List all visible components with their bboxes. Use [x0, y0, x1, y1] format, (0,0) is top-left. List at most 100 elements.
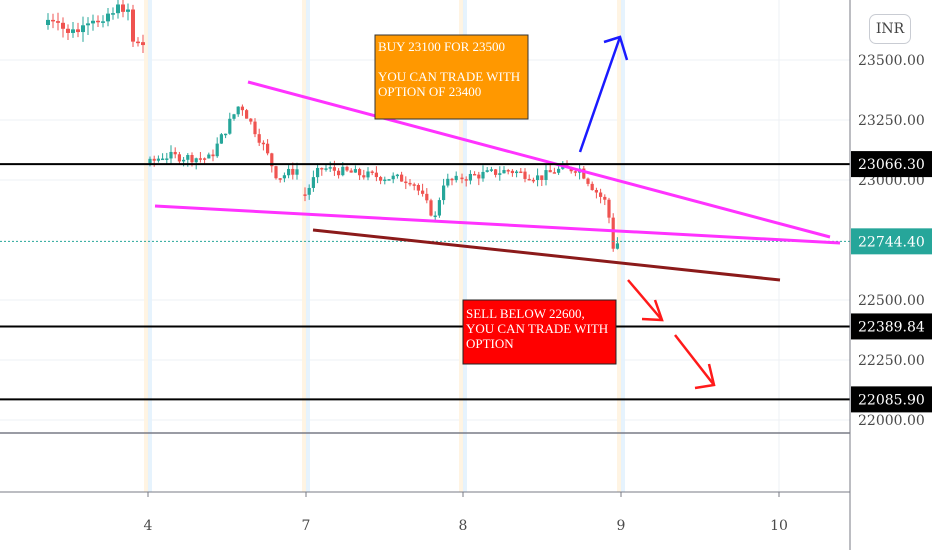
candle: [481, 171, 485, 179]
candle: [552, 172, 556, 174]
candle: [148, 158, 152, 164]
candle: [387, 179, 391, 181]
candle: [468, 173, 472, 181]
candle: [141, 42, 145, 46]
candle: [282, 175, 286, 179]
candle: [96, 20, 100, 23]
x-tick-label: 7: [302, 518, 311, 534]
x-tick-label: 8: [459, 518, 468, 534]
candle: [582, 168, 586, 179]
current-price-label: 22744.40: [858, 234, 925, 250]
candle: [236, 106, 240, 115]
candle-series: [0, 0, 850, 252]
sell-note-box: [462, 299, 617, 365]
candle: [437, 200, 441, 216]
candle: [76, 29, 80, 33]
candle: [211, 154, 215, 157]
y-tick-label: 23500.00: [858, 53, 925, 69]
candle: [71, 29, 75, 33]
candle: [270, 153, 274, 167]
candle: [320, 167, 324, 170]
candle: [56, 21, 60, 23]
candle: [182, 159, 186, 162]
candle: [198, 158, 202, 160]
candle: [341, 166, 345, 176]
candle: [316, 167, 320, 178]
candle: [506, 170, 510, 172]
candle: [194, 158, 198, 163]
breakdown-arrow-1: [627, 279, 663, 321]
candle: [615, 243, 619, 249]
candle: [253, 121, 257, 135]
candle: [121, 4, 125, 12]
candle: [464, 179, 468, 181]
breakout-up-arrowhead: [603, 35, 629, 61]
session-band: [302, 0, 306, 492]
candle: [416, 185, 420, 191]
candle: [303, 194, 307, 196]
candle: [349, 170, 353, 173]
candle: [510, 170, 514, 174]
candle: [442, 185, 446, 201]
candle: [51, 19, 55, 22]
candle: [332, 167, 336, 171]
candle: [421, 190, 425, 194]
level-price-label: 22389.84: [858, 319, 925, 335]
candle: [429, 200, 433, 216]
candle: [485, 170, 489, 172]
candle: [366, 171, 370, 178]
candle: [126, 9, 130, 12]
candle: [66, 28, 70, 33]
candle: [161, 158, 165, 161]
breakdown-arrowhead-2: [694, 363, 716, 390]
candle: [61, 22, 65, 29]
candle: [106, 13, 110, 22]
candle: [324, 168, 328, 170]
breakdown-arrowhead-1: [641, 299, 664, 322]
candle: [536, 175, 540, 181]
x-tick-label: 10: [770, 518, 788, 534]
candle: [266, 143, 270, 154]
candle: [101, 21, 105, 23]
candle: [599, 192, 603, 197]
candle: [249, 118, 253, 122]
sell-note-line: OPTION: [466, 336, 514, 351]
breakout-up-arrow: [578, 36, 622, 153]
candle: [311, 177, 315, 188]
candle: [177, 154, 181, 162]
buy-note-line: YOU CAN TRADE WITH: [378, 69, 520, 84]
candle: [203, 158, 207, 160]
candle: [573, 171, 577, 173]
level-price-tag: [851, 313, 932, 340]
candle: [379, 177, 383, 181]
candle: [557, 168, 561, 173]
candle: [337, 170, 341, 176]
candle: [370, 171, 374, 173]
horizontal-levels: [0, 163, 850, 401]
level-price-tag: [851, 386, 932, 413]
candle: [91, 20, 95, 24]
candle: [287, 168, 291, 176]
candle: [131, 9, 135, 42]
buy-note-box: [374, 34, 529, 120]
candle: [345, 166, 349, 171]
candle: [502, 170, 506, 174]
x-tick-label: 9: [617, 518, 626, 534]
candle: [156, 158, 160, 161]
candle: [603, 196, 607, 200]
buy-note-line: BUY 23100 FOR 23500: [378, 39, 505, 54]
candle: [515, 171, 519, 174]
candle: [353, 169, 357, 173]
candle: [460, 177, 464, 180]
x-tick-label: 4: [144, 518, 153, 534]
candle: [395, 174, 399, 177]
candle: [81, 25, 85, 33]
candle: [611, 217, 615, 249]
session-band: [306, 0, 310, 492]
candle: [152, 158, 156, 161]
currency-badge[interactable]: INR: [869, 14, 911, 44]
candle: [207, 154, 211, 159]
candle: [450, 178, 454, 181]
